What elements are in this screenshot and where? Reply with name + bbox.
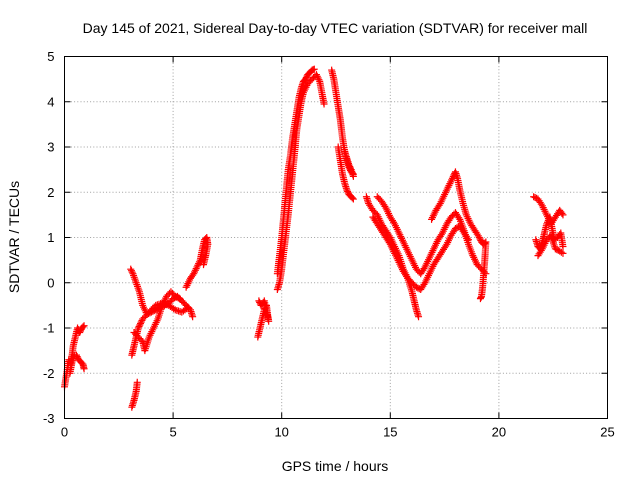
data-point <box>476 235 484 243</box>
data-point <box>559 249 567 257</box>
data-point <box>348 194 356 202</box>
data-point <box>176 295 184 303</box>
data-point <box>80 322 88 330</box>
y-tick-label: 2 <box>47 185 54 200</box>
y-tick-label: -2 <box>43 366 55 381</box>
data-point <box>475 234 483 241</box>
x-axis-label: GPS time / hours <box>282 458 389 474</box>
data-point <box>127 267 135 275</box>
data-point <box>127 265 135 273</box>
data-point <box>137 318 145 326</box>
data-point <box>559 211 567 219</box>
data-point <box>455 214 463 222</box>
data-point <box>320 100 328 108</box>
data-point <box>135 322 143 330</box>
x-tick-label: 10 <box>274 425 288 440</box>
data-point <box>312 71 320 79</box>
data-point <box>349 172 357 180</box>
data-point <box>310 65 318 73</box>
data-point <box>390 218 398 226</box>
x-tick-label: 20 <box>492 425 506 440</box>
data-point <box>174 294 182 302</box>
data-point <box>76 329 84 337</box>
data-point <box>76 327 84 335</box>
data-point <box>195 260 203 268</box>
data-point <box>435 201 443 209</box>
x-tick-label: 25 <box>600 425 614 440</box>
data-point <box>420 265 428 273</box>
data-point <box>189 313 197 321</box>
data-point <box>183 305 191 313</box>
data-point <box>72 351 80 359</box>
data-point <box>437 231 445 239</box>
data-point <box>170 305 178 313</box>
data-point <box>344 187 352 195</box>
data-point <box>345 161 353 169</box>
data-point <box>134 324 142 332</box>
data-point <box>557 248 565 256</box>
data-point <box>137 319 145 327</box>
data-points <box>61 65 567 411</box>
data-point <box>256 298 264 306</box>
data-point <box>302 74 310 82</box>
data-point <box>537 247 545 255</box>
x-tick-label: 5 <box>169 425 176 440</box>
x-tick-label: 15 <box>383 425 397 440</box>
y-tick-labels: -3 -2 -1 0 1 2 3 4 5 <box>43 49 55 426</box>
data-point <box>190 270 198 278</box>
data-point <box>346 163 354 171</box>
plot-frame <box>64 56 608 419</box>
data-point <box>442 242 450 250</box>
data-point <box>191 266 199 274</box>
y-tick-label: -1 <box>43 321 55 336</box>
x-tick-label: 0 <box>61 425 68 440</box>
data-point <box>420 280 428 288</box>
data-point <box>136 321 144 329</box>
data-point <box>128 268 136 276</box>
data-point <box>537 200 545 208</box>
grid-lines <box>64 56 608 419</box>
data-point <box>79 323 87 331</box>
data-point <box>302 75 310 83</box>
data-point <box>314 74 322 82</box>
y-tick-label: 5 <box>47 49 54 64</box>
data-point <box>343 186 351 194</box>
data-point <box>559 243 567 251</box>
data-point <box>349 195 357 203</box>
y-tick-label: -3 <box>43 411 55 426</box>
data-point <box>256 300 264 308</box>
data-point <box>476 295 484 303</box>
data-point <box>313 72 321 80</box>
data-point <box>381 202 389 210</box>
data-point <box>191 268 199 276</box>
chart-title: Day 145 of 2021, Sidereal Day-to-day VTE… <box>83 20 588 36</box>
y-tick-label: 0 <box>47 275 54 290</box>
data-point <box>73 353 81 361</box>
data-point <box>193 263 201 271</box>
data-point <box>315 76 323 84</box>
data-point <box>80 365 88 373</box>
y-tick-label: 4 <box>47 94 54 109</box>
data-point <box>133 378 141 386</box>
data-point <box>192 265 200 273</box>
x-tick-labels: 0 5 10 15 20 25 <box>61 425 615 440</box>
data-point <box>184 304 192 312</box>
data-point <box>195 258 203 266</box>
data-point <box>558 209 566 217</box>
data-point <box>255 297 263 305</box>
y-tick-label: 1 <box>47 230 54 245</box>
data-point <box>200 261 208 269</box>
data-point <box>346 164 354 172</box>
y-tick-label: 3 <box>47 140 54 155</box>
data-point <box>415 313 423 321</box>
data-point <box>257 301 265 309</box>
y-axis-label: SDTVAR / TECUs <box>6 181 22 293</box>
data-point <box>385 239 393 247</box>
